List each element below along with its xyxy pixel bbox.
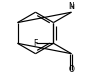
Text: H: H xyxy=(69,4,74,10)
Text: F: F xyxy=(34,39,38,48)
Text: N: N xyxy=(69,2,74,11)
Text: O: O xyxy=(69,65,74,74)
